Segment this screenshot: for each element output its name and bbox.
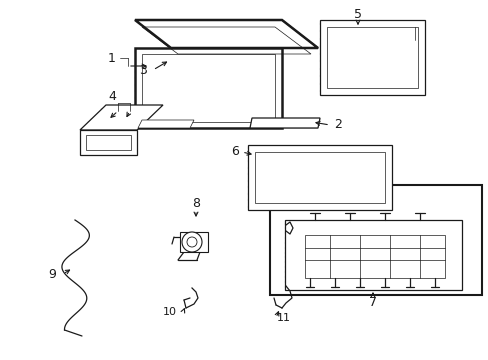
Text: 9: 9 <box>48 267 56 280</box>
Text: 2: 2 <box>333 118 341 131</box>
Polygon shape <box>285 220 461 290</box>
Circle shape <box>186 237 197 247</box>
Polygon shape <box>135 20 317 48</box>
Polygon shape <box>80 130 137 155</box>
Polygon shape <box>247 145 391 210</box>
Polygon shape <box>319 20 424 95</box>
Text: 11: 11 <box>276 313 290 323</box>
Polygon shape <box>135 48 282 128</box>
Text: 10: 10 <box>163 307 177 317</box>
Circle shape <box>182 232 202 252</box>
Polygon shape <box>138 120 194 128</box>
Text: 6: 6 <box>231 145 239 158</box>
Text: 8: 8 <box>192 198 200 211</box>
Bar <box>180 232 207 252</box>
Polygon shape <box>305 235 444 278</box>
Text: 5: 5 <box>353 9 361 22</box>
Text: 3: 3 <box>139 63 146 77</box>
Bar <box>269 185 481 295</box>
Text: 1: 1 <box>108 51 116 64</box>
Text: 4: 4 <box>108 90 116 103</box>
Polygon shape <box>249 118 319 128</box>
Text: 7: 7 <box>368 296 376 309</box>
Polygon shape <box>80 105 163 130</box>
